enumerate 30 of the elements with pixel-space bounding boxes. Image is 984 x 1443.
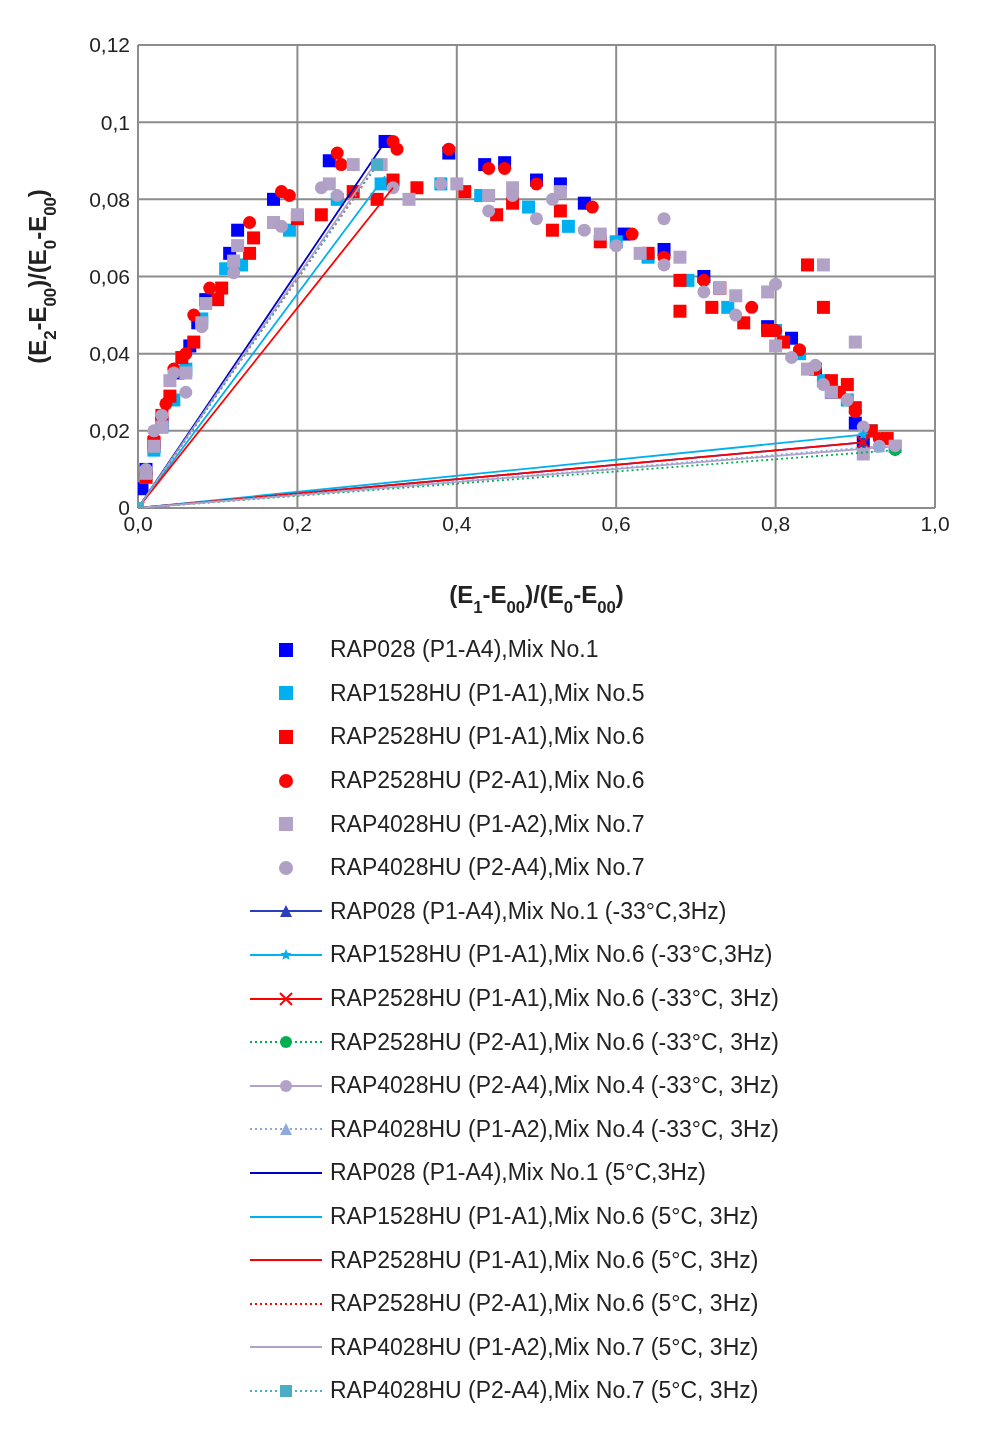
legend-label: RAP1528HU (P1-A1),Mix No.6 (5°C, 3Hz) — [330, 1203, 759, 1231]
legend-label: RAP2528HU (P1-A1),Mix No.6 — [330, 723, 645, 751]
legend-label: RAP2528HU (P2-A1),Mix No.6 (-33°C, 3Hz) — [330, 1028, 779, 1056]
legend-label: RAP4028HU (P1-A2),Mix No.7 — [330, 810, 645, 838]
legend-label: RAP028 (P1-A4),Mix No.1 (-33°C,3Hz) — [330, 897, 727, 925]
legend-label: RAP028 (P1-A4),Mix No.1 (5°C,3Hz) — [330, 1159, 707, 1187]
legend-label: RAP4028HU (P1-A2),Mix No.4 (-33°C, 3Hz) — [330, 1115, 779, 1143]
x-tick-label: 1,0 — [920, 511, 950, 535]
y-tick-label: 0,08 — [89, 187, 130, 211]
x-tick-label: 0,4 — [442, 511, 472, 535]
legend-label: RAP4028HU (P2-A4),Mix No.7 — [330, 854, 645, 882]
legend-label: RAP2528HU (P1-A1),Mix No.6 (-33°C, 3Hz) — [330, 985, 779, 1013]
legend-label: RAP4028HU (P2-A4),Mix No.4 (-33°C, 3Hz) — [330, 1072, 779, 1100]
legend-label: RAP2528HU (P2-A1),Mix No.6 (5°C, 3Hz) — [330, 1290, 759, 1318]
y-tick-label: 0,1 — [100, 110, 130, 134]
x-tick-label: 0,2 — [282, 511, 312, 535]
legend-label: RAP028 (P1-A4),Mix No.1 — [330, 636, 599, 664]
legend-label: RAP1528HU (P1-A1),Mix No.6 (-33°C,3Hz) — [330, 941, 773, 969]
y-tick-label: 0,12 — [89, 33, 130, 57]
legend-label: RAP2528HU (P1-A1),Mix No.6 (5°C, 3Hz) — [330, 1246, 759, 1274]
x-tick-label: 0,8 — [761, 511, 791, 535]
y-tick-label: 0,06 — [89, 264, 130, 288]
legend-label: RAP4028HU (P2-A4),Mix No.7 (5°C, 3Hz) — [330, 1377, 759, 1405]
y-tick-label: 0,02 — [89, 419, 130, 443]
legend-label: RAP1528HU (P1-A1),Mix No.5 — [330, 679, 645, 707]
legend-label: RAP4028HU (P1-A2),Mix No.7 (5°C, 3Hz) — [330, 1333, 759, 1361]
x-tick-label: 0,6 — [601, 511, 631, 535]
legend-label: RAP2528HU (P2-A1),Mix No.6 — [330, 767, 645, 795]
y-tick-label: 0,04 — [89, 342, 131, 366]
text: (E$_{1}$-E$_{00}$)/(E$_{0}$-E$_{00}$) — [449, 581, 624, 617]
